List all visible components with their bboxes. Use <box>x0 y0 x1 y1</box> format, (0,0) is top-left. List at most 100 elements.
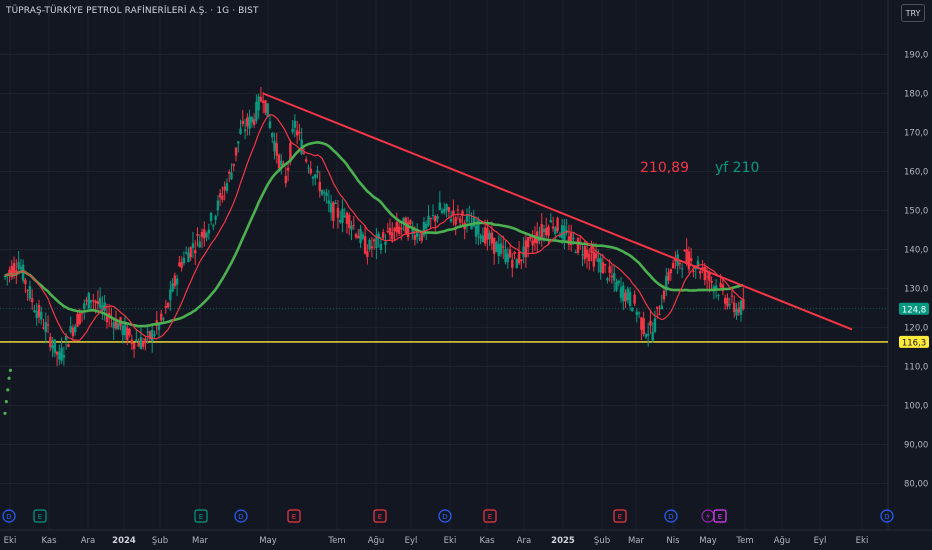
candle-body <box>234 147 238 156</box>
candle-body <box>678 262 682 265</box>
earnings-marker[interactable] <box>194 509 208 523</box>
candle-body <box>169 289 172 301</box>
candle-body <box>445 204 448 211</box>
candle-body <box>402 217 405 222</box>
earnings-marker[interactable] <box>483 509 497 523</box>
x-tick-label: Eki <box>856 536 869 546</box>
candle-body <box>230 172 233 180</box>
candle-body <box>343 215 346 217</box>
candle-body <box>413 235 417 240</box>
candle-body <box>338 220 342 223</box>
candle-body <box>282 163 285 165</box>
candle-body <box>311 176 315 179</box>
dividend-marker[interactable] <box>880 509 894 523</box>
resistance-trendline[interactable] <box>262 92 853 331</box>
candle-body <box>581 254 584 256</box>
candle-body <box>160 313 163 321</box>
candle-body <box>440 210 444 213</box>
candle-body <box>660 305 663 310</box>
candle-body <box>171 283 174 292</box>
candle-body <box>96 300 100 305</box>
candle-body <box>486 227 489 240</box>
candle-body <box>189 247 192 258</box>
dividend-marker-letter: D <box>6 513 11 521</box>
candle-body <box>291 128 294 132</box>
candle-body <box>180 261 183 268</box>
candle-body <box>307 167 310 169</box>
candle-body <box>646 333 650 336</box>
candle-body <box>121 325 124 335</box>
earnings-marker-letter: E <box>718 513 722 521</box>
candle-body <box>19 266 23 270</box>
grid-lines <box>0 0 888 530</box>
dividend-marker[interactable] <box>2 509 16 523</box>
candle-body <box>280 160 283 166</box>
x-axis[interactable]: Eki Kas Ara 2024 Şub Mar May Tem Ağu Eyl Eki Kas Ara… <box>4 536 869 546</box>
candle-body <box>705 276 709 278</box>
candle-body <box>558 235 562 237</box>
candle-body <box>345 212 349 224</box>
candle-body <box>456 209 460 211</box>
earnings-marker[interactable] <box>373 509 387 523</box>
candle-body <box>295 130 299 136</box>
earnings-marker[interactable] <box>613 509 627 523</box>
dividend-marker[interactable] <box>234 509 248 523</box>
candle-body <box>506 253 509 263</box>
candle-body <box>128 328 131 336</box>
candle-body <box>606 278 609 281</box>
candle-body <box>497 244 500 256</box>
candle-body <box>277 154 281 169</box>
candle-body <box>60 347 63 361</box>
candle-body <box>175 278 179 285</box>
candle-body <box>567 236 571 245</box>
earnings-marker[interactable] <box>33 509 47 523</box>
candle-body <box>228 171 231 174</box>
annotation-yf-target[interactable]: yf 210 <box>715 160 759 176</box>
x-tick-label: Kas <box>479 536 495 546</box>
candle-body <box>103 302 106 312</box>
candle-body <box>64 335 68 340</box>
dividend-marker[interactable] <box>438 509 452 523</box>
candle-body <box>733 302 736 312</box>
candle-body <box>218 193 222 198</box>
x-tick-label: Mar <box>192 536 209 546</box>
candle-body <box>531 240 534 246</box>
trendline-group[interactable] <box>262 92 853 331</box>
earnings-marker[interactable] <box>713 509 727 523</box>
candle-body <box>449 219 453 222</box>
candle-body <box>680 268 684 270</box>
candle-body <box>470 223 473 230</box>
candle-body <box>178 262 181 267</box>
y-axis[interactable]: 80,00 90,00 100,0 110,0 120,0 130,0 140,0 150,0… <box>904 51 928 490</box>
annotation-price-target[interactable]: 210,89 <box>640 160 689 176</box>
y-tick-label: 130,0 <box>904 285 928 295</box>
candle-body <box>92 300 95 302</box>
dividend-marker[interactable] <box>664 509 678 523</box>
x-tick-label: Nis <box>666 536 680 546</box>
candle-body <box>603 264 607 266</box>
y-tick-label: 150,0 <box>904 207 928 217</box>
candle-body <box>461 210 464 217</box>
candle-body <box>472 217 475 227</box>
candle-body <box>259 96 263 102</box>
candle-body <box>427 215 430 226</box>
support-price-badge <box>899 335 929 348</box>
support-price-label: 116,3 <box>902 338 926 348</box>
candle-body <box>662 290 666 300</box>
candle-body <box>37 304 41 318</box>
candle-body <box>74 326 77 333</box>
dividend-marker-letter: D <box>668 513 673 521</box>
earnings-marker[interactable] <box>287 509 301 523</box>
candle-body <box>468 215 471 217</box>
currency-button[interactable]: TRY <box>901 4 925 22</box>
x-tick-label: Mar <box>628 536 645 546</box>
candle-body <box>368 239 371 250</box>
candle-body <box>619 287 623 298</box>
candle-body <box>656 306 659 309</box>
y-tick-label: 120,0 <box>904 324 928 334</box>
candle-body <box>490 232 494 244</box>
candle-body <box>3 275 7 277</box>
candle-body <box>67 344 70 347</box>
